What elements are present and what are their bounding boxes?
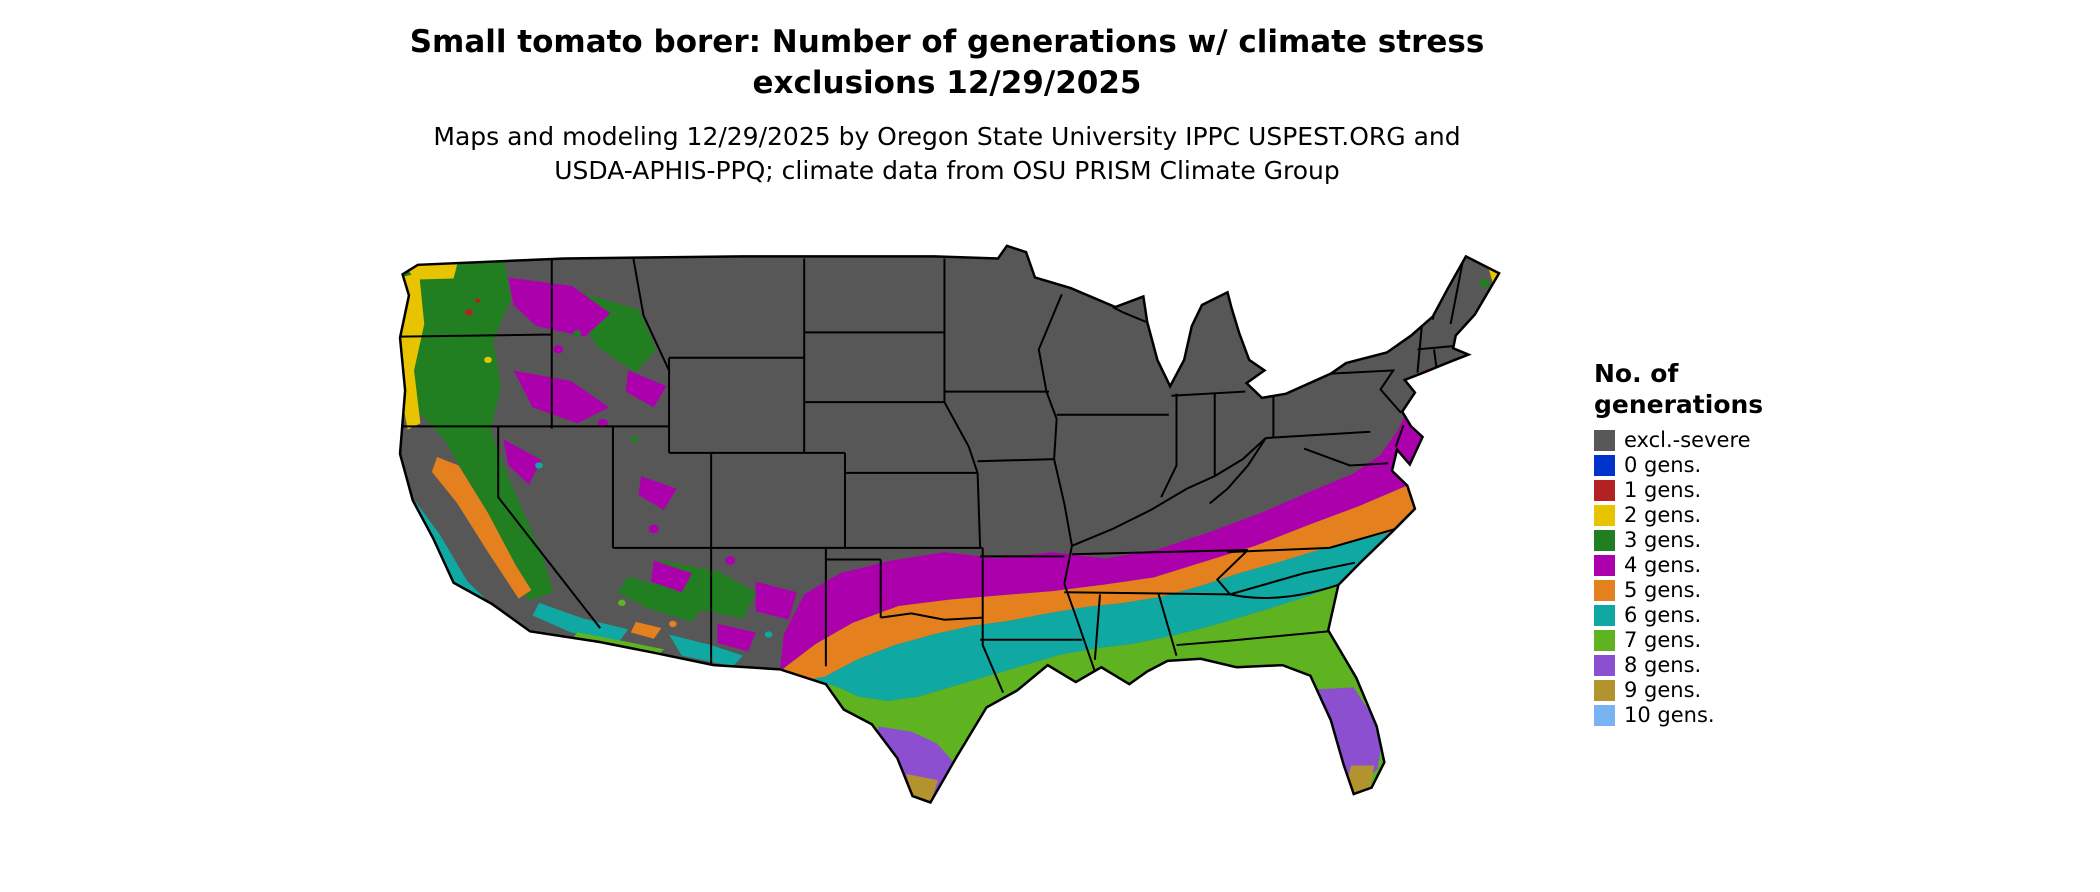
page-title: Small tomato borer: Number of generation… — [0, 22, 1894, 104]
legend-item: 9 gens. — [1594, 678, 1834, 703]
legend-swatch — [1594, 480, 1615, 501]
legend-label: 7 gens. — [1624, 628, 1702, 652]
speck — [475, 298, 481, 303]
legend-label: 6 gens. — [1624, 603, 1702, 627]
map-region-4-gens-newmexico-b — [717, 623, 756, 652]
legend-item: 5 gens. — [1594, 578, 1834, 603]
legend-swatch — [1594, 430, 1615, 451]
speck — [573, 330, 582, 337]
legend-item: 4 gens. — [1594, 553, 1834, 578]
map-region-9-gens-south-florida — [1347, 765, 1375, 794]
legend-label: 1 gens. — [1624, 478, 1702, 502]
map-region-8-gens-florida — [1316, 687, 1381, 784]
us-generations-map — [335, 212, 1559, 888]
legend-title-line-2: generations — [1594, 390, 1764, 419]
map-legend: No. of generations excl.-severe 0 gens. … — [1594, 358, 1834, 728]
page-title-line-2: exclusions 12/29/2025 — [752, 65, 1142, 101]
legend-swatch — [1594, 580, 1615, 601]
legend-item: 8 gens. — [1594, 653, 1834, 678]
map-region-4-gens-arizona — [651, 560, 692, 593]
map-speckle-group — [465, 298, 773, 638]
legend-label: 3 gens. — [1624, 528, 1702, 552]
legend-item: 6 gens. — [1594, 603, 1834, 628]
map-region-4-gens-utah — [638, 476, 677, 510]
us-outline — [400, 246, 1499, 803]
speck — [669, 620, 677, 628]
legend-swatch — [1594, 605, 1615, 626]
map-region-4-gens-newmexico-a — [755, 581, 797, 620]
map-region-4-gens-east-oregon — [513, 370, 610, 424]
speck — [597, 419, 608, 428]
legend-item: 2 gens. — [1594, 503, 1834, 528]
speck — [725, 556, 736, 565]
map-region-6-gens-california-coast — [411, 501, 532, 635]
legend-item: excl.-severe — [1594, 428, 1834, 453]
legend-swatch — [1594, 505, 1615, 526]
map-region-4-gens-nevada — [503, 439, 542, 485]
map-region-4-gens-east-washington — [508, 277, 611, 337]
legend-label: excl.-severe — [1624, 428, 1751, 452]
legend-item: 7 gens. — [1594, 628, 1834, 653]
map-region-5-gens-band — [779, 485, 1415, 684]
legend-title-line-1: No. of — [1594, 359, 1679, 388]
page-subtitle: Maps and modeling 12/29/2025 by Oregon S… — [0, 120, 1894, 188]
legend-swatch — [1594, 630, 1615, 651]
page-subtitle-line-1: Maps and modeling 12/29/2025 by Oregon S… — [433, 122, 1461, 151]
speck — [618, 599, 626, 606]
legend-label: 5 gens. — [1624, 578, 1702, 602]
legend-label: 2 gens. — [1624, 503, 1702, 527]
legend-items: excl.-severe 0 gens. 1 gens. 2 gens. 3 g… — [1594, 428, 1834, 728]
map-region-3-gens-west — [400, 258, 554, 601]
speck — [764, 631, 773, 638]
legend-item: 3 gens. — [1594, 528, 1834, 553]
speck — [553, 345, 564, 354]
legend-label: 8 gens. — [1624, 653, 1702, 677]
legend-label: 10 gens. — [1624, 703, 1715, 727]
legend-swatch — [1594, 680, 1615, 701]
speck — [648, 524, 659, 534]
map-region-6-gens-arizona-se — [669, 634, 743, 667]
map-region-6-gens-socal — [532, 602, 629, 643]
legend-swatch — [1594, 455, 1615, 476]
map-region-6-gens-band — [783, 532, 1392, 702]
map-region-9-gens-texas-tip — [906, 773, 939, 803]
speck — [535, 462, 543, 469]
speck — [484, 356, 492, 364]
map-region-3-gens-maine-tip — [1479, 277, 1493, 290]
page-title-line-1: Small tomato borer: Number of generation… — [409, 24, 1485, 60]
speck — [630, 435, 639, 443]
legend-swatch — [1594, 530, 1615, 551]
legend-item: 1 gens. — [1594, 478, 1834, 503]
legend-label: 0 gens. — [1624, 453, 1702, 477]
map-region-10-gens-keys-a — [1337, 798, 1345, 803]
legend-swatch — [1594, 655, 1615, 676]
legend-item: 10 gens. — [1594, 703, 1834, 728]
us-map-svg — [335, 212, 1559, 888]
map-region-5-gens-central-valley — [431, 457, 532, 599]
map-region-5-gens-phoenix — [630, 621, 662, 639]
legend-swatch — [1594, 705, 1615, 726]
speck — [465, 309, 473, 316]
map-region-3-gens-arizona — [618, 576, 705, 622]
map-region-4-gens-snake — [625, 370, 667, 408]
map-region-4-gens-band — [779, 368, 1429, 670]
page-subtitle-line-2: USDA-APHIS-PPQ; climate data from OSU PR… — [554, 156, 1340, 185]
legend-swatch — [1594, 555, 1615, 576]
legend-item: 0 gens. — [1594, 453, 1834, 478]
legend-label: 4 gens. — [1624, 553, 1702, 577]
legend-label: 9 gens. — [1624, 678, 1702, 702]
map-region-10-gens-keys-b — [1349, 800, 1358, 803]
state-borders — [399, 258, 1464, 692]
